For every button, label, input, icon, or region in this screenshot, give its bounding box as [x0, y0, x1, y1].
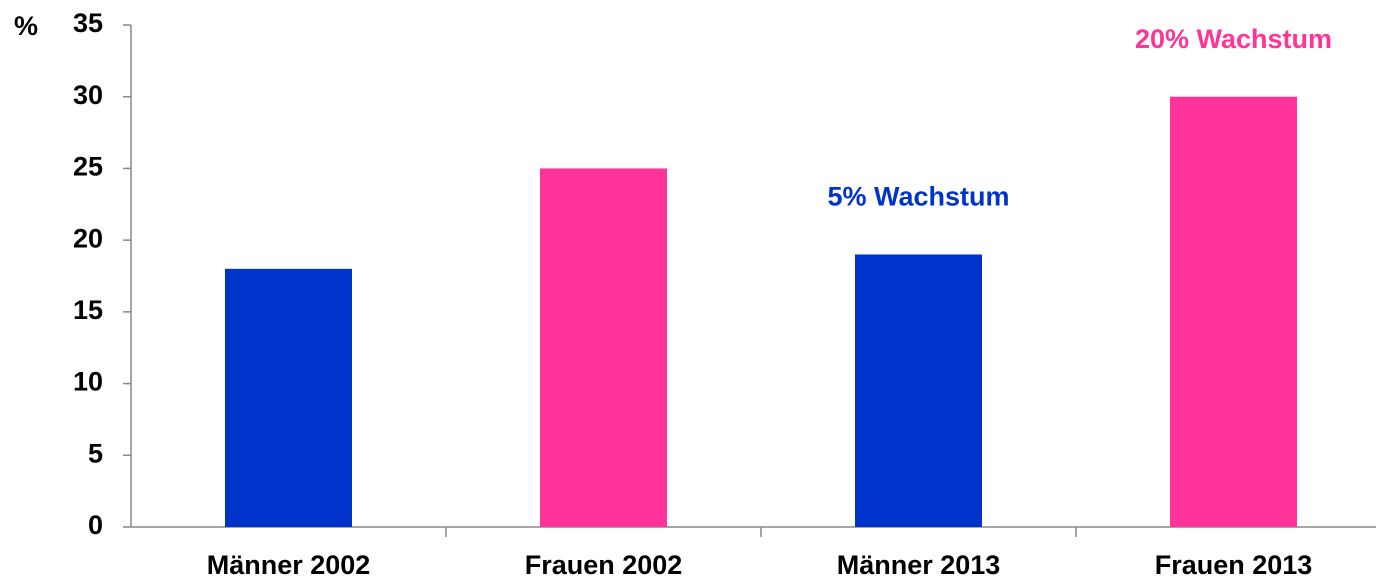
x-tick-label: Männer 2002 — [207, 550, 371, 580]
bar — [1170, 96, 1297, 527]
annotation: 20% Wachstum — [1135, 24, 1332, 54]
y-tick-label: 35 — [73, 8, 103, 38]
bar — [855, 254, 982, 527]
y-tick-label: 30 — [73, 80, 103, 110]
y-tick-label: 15 — [73, 295, 103, 325]
y-tick-label: 5 — [88, 438, 103, 468]
annotation: 5% Wachstum — [827, 182, 1009, 212]
bar — [540, 168, 667, 527]
y-tick-label: 10 — [73, 367, 103, 397]
bar — [225, 268, 352, 527]
x-tick-label: Männer 2013 — [837, 550, 1001, 580]
x-tick-label: Frauen 2002 — [525, 550, 683, 580]
y-axis-label: % — [14, 11, 38, 41]
y-tick-label: 25 — [73, 152, 103, 182]
x-tick-label: Frauen 2013 — [1155, 550, 1313, 580]
y-tick-label: 20 — [73, 223, 103, 253]
y-tick-label: 0 — [88, 510, 103, 540]
